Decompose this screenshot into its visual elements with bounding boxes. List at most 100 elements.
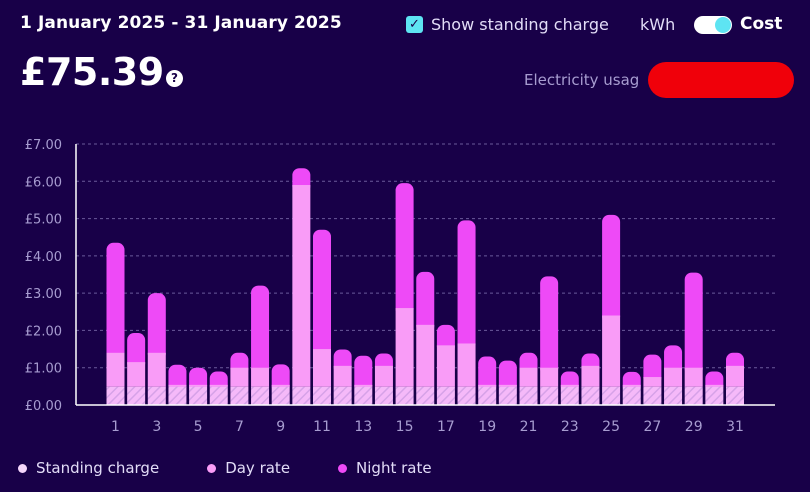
show-standing-charge-label: Show standing charge [431, 15, 609, 34]
bar-standing-charge [726, 386, 744, 405]
bar-standing-charge [705, 386, 724, 405]
bar-stack[interactable] [209, 371, 228, 405]
y-tick-label: £5.00 [25, 213, 62, 228]
y-tick-label: £1.00 [25, 362, 62, 377]
bar-day-rate [684, 367, 703, 387]
x-tick-label: 11 [313, 419, 331, 435]
bar-stack[interactable] [498, 360, 517, 405]
bar-standing-charge [251, 386, 270, 405]
bar-stack[interactable] [313, 229, 331, 405]
x-tick-label: 13 [354, 419, 372, 435]
bar-standing-charge [540, 386, 559, 405]
bar-night-rate [313, 229, 331, 358]
bar-stack[interactable] [374, 353, 393, 405]
bar-stack[interactable] [106, 242, 125, 405]
y-tick-label: £2.00 [25, 324, 62, 339]
y-tick-label: £3.00 [25, 287, 62, 302]
bar-stack[interactable] [147, 293, 166, 405]
bar-night-rate [395, 183, 414, 317]
legend-item-standing-charge[interactable]: Standing charge [18, 459, 159, 477]
bar-night-rate [354, 355, 373, 393]
bar-stack[interactable] [333, 349, 352, 405]
bar-day-rate [374, 365, 393, 387]
bar-day-rate [271, 384, 290, 387]
x-tick-label: 31 [726, 419, 744, 435]
bar-stack[interactable] [354, 355, 373, 405]
bar-standing-charge [457, 386, 476, 405]
bar-day-rate [478, 384, 497, 387]
bar-stack[interactable] [127, 333, 146, 405]
bar-stack[interactable] [168, 364, 187, 405]
bar-stack[interactable] [622, 371, 641, 405]
bar-day-rate [416, 324, 435, 387]
bar-stack[interactable] [271, 364, 290, 405]
y-tick-label: £4.00 [25, 250, 62, 265]
bar-stack[interactable] [643, 354, 662, 405]
bar-night-rate [478, 356, 497, 393]
unit-kwh-label[interactable]: kWh [640, 15, 676, 34]
x-tick-label: 15 [396, 419, 414, 435]
bar-standing-charge [313, 386, 331, 405]
x-tick-label: 21 [520, 419, 538, 435]
bar-night-rate [106, 242, 125, 361]
bar-stack[interactable] [705, 371, 724, 405]
bar-standing-charge [189, 386, 208, 405]
bar-stack[interactable] [395, 183, 414, 405]
bar-day-rate [436, 345, 455, 387]
x-tick-label: 7 [235, 419, 244, 435]
bar-day-rate [313, 349, 331, 387]
bar-day-rate [622, 384, 641, 387]
checkbox-checked-icon[interactable]: ✓ [406, 16, 423, 33]
bar-standing-charge [581, 386, 600, 405]
bar-standing-charge [147, 386, 166, 405]
bar-standing-charge [664, 386, 683, 405]
x-tick-label: 17 [437, 419, 455, 435]
bar-stack[interactable] [726, 352, 744, 405]
bar-stack[interactable] [251, 285, 270, 405]
bar-stack[interactable] [478, 356, 497, 405]
bar-standing-charge [106, 386, 125, 405]
legend-label: Day rate [225, 459, 291, 477]
legend-item-day-rate[interactable]: Day rate [207, 459, 290, 477]
legend-item-night-rate[interactable]: Night rate [338, 459, 432, 477]
bar-standing-charge [354, 386, 373, 405]
bar-stack[interactable] [581, 353, 600, 405]
bar-stack[interactable] [457, 220, 476, 405]
x-tick-label: 9 [276, 419, 285, 435]
unit-switch[interactable] [694, 16, 732, 34]
bar-day-rate [643, 377, 662, 387]
bar-stack[interactable] [189, 367, 208, 405]
x-tick-label: 1 [111, 419, 120, 435]
bar-day-rate [581, 365, 600, 387]
legend-label: Standing charge [36, 459, 160, 477]
bar-day-rate [189, 384, 208, 387]
bar-day-rate [209, 384, 228, 387]
y-tick-label: £6.00 [25, 175, 62, 190]
bar-standing-charge [271, 386, 290, 405]
bar-night-rate [416, 271, 435, 333]
bar-stack[interactable] [230, 352, 249, 405]
bar-stack[interactable] [292, 168, 311, 405]
unit-cost-label[interactable]: Cost [740, 14, 783, 34]
bar-stack[interactable] [684, 272, 703, 405]
bar-day-rate [333, 365, 352, 387]
bar-stack[interactable] [560, 371, 579, 405]
bar-standing-charge [436, 386, 455, 405]
switch-knob [715, 17, 731, 33]
bar-stack[interactable] [540, 276, 559, 405]
x-tick-label: 19 [478, 419, 496, 435]
legend-dot-standing-charge [18, 463, 27, 473]
show-standing-charge-toggle[interactable]: ✓ Show standing charge [406, 15, 609, 34]
bar-stack[interactable] [416, 271, 435, 405]
bar-stack[interactable] [602, 214, 621, 405]
legend-dot-day-rate [207, 463, 217, 473]
bar-night-rate [540, 276, 559, 376]
x-tick-label: 25 [602, 419, 620, 435]
x-tick-label: 27 [643, 419, 661, 435]
y-tick-label: £0.00 [25, 399, 62, 414]
bar-stack[interactable] [664, 345, 683, 405]
bar-stack[interactable] [436, 324, 455, 405]
question-circle-icon[interactable]: ? [166, 70, 183, 87]
bar-day-rate [292, 185, 311, 387]
bar-stack[interactable] [519, 352, 538, 405]
